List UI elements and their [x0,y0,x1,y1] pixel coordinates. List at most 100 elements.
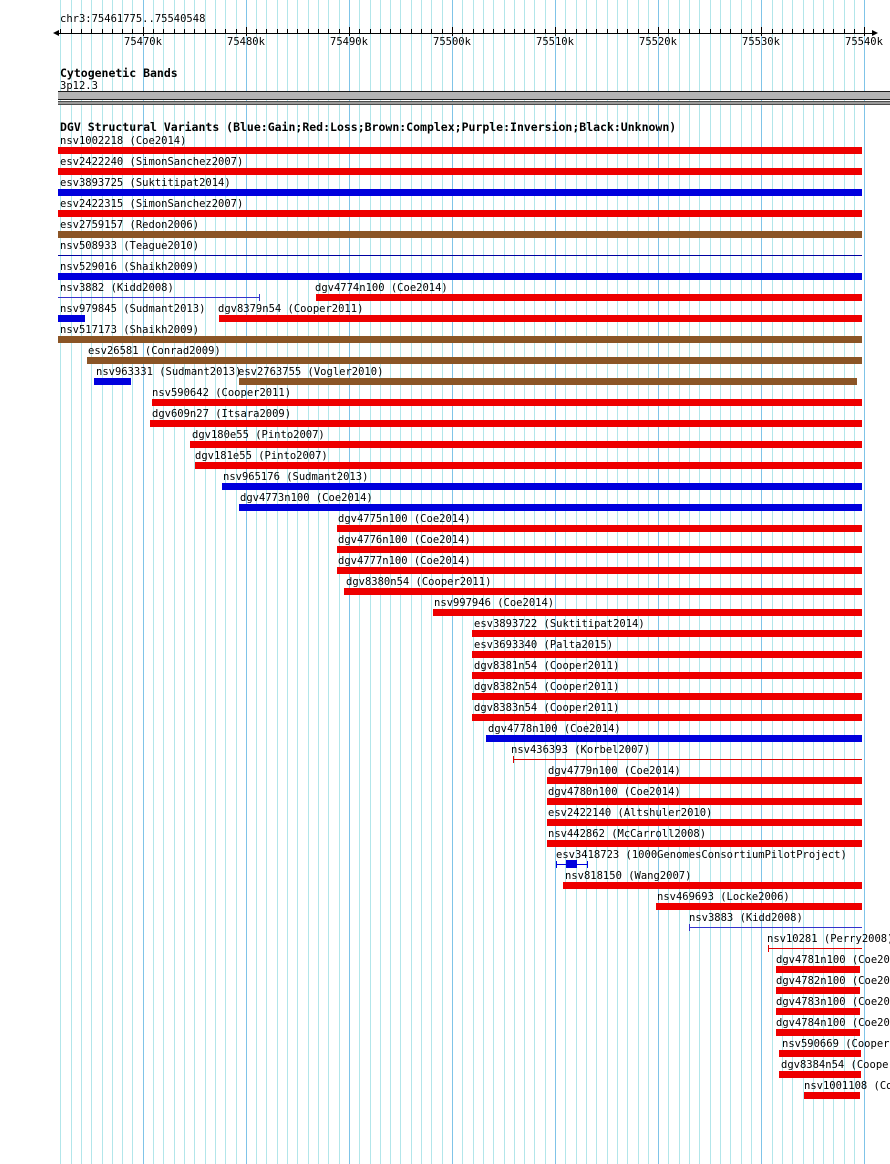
variant-bar[interactable] [58,168,862,175]
variant-bar[interactable] [58,231,862,238]
variant-bar[interactable] [58,336,862,343]
variant-bar[interactable] [195,462,862,469]
variant-label[interactable]: nsv517173 (Shaikh2009) [60,324,200,336]
variant-bar[interactable] [779,1071,861,1078]
variant-bar[interactable] [222,483,862,490]
variant-label[interactable]: esv2763755 (Vogler2010) [238,366,384,378]
variant-label[interactable]: nsv1002218 (Coe2014) [60,135,187,147]
variant-label[interactable]: nsv979845 (Sudmant2013) [60,303,206,315]
variant-label[interactable]: dgv4783n100 (Coe2014) [776,996,890,1008]
variant-label[interactable]: nsv442862 (McCarroll2008) [548,828,707,840]
variant-label[interactable]: dgv4774n100 (Coe2014) [315,282,448,294]
variant-bar[interactable] [58,189,862,196]
variant-label[interactable]: nsv529016 (Shaikh2009) [60,261,200,273]
variant-bar[interactable] [779,1050,861,1057]
variant-bar[interactable] [547,777,862,784]
variant-line[interactable] [689,927,862,928]
variant-label[interactable]: esv2422315 (SimonSanchez2007) [60,198,244,210]
variant-line[interactable] [513,759,862,760]
variant-label[interactable]: dgv8379n54 (Cooper2011) [218,303,364,315]
variant-label[interactable]: nsv469693 (Locke2006) [657,891,790,903]
variant-label[interactable]: dgv8384n54 (Cooper2011) [781,1059,890,1071]
variant-bar[interactable] [472,672,862,679]
variant-bar[interactable] [337,546,862,553]
variant-box[interactable] [566,860,577,868]
variant-label[interactable]: nsv590642 (Cooper2011) [152,387,292,399]
variant-label[interactable]: esv3418723 (1000GenomesConsortiumPilotPr… [556,849,847,861]
variant-label[interactable]: dgv181e55 (Pinto2007) [195,450,328,462]
variant-line[interactable] [58,297,259,298]
variant-label[interactable]: nsv436393 (Korbel2007) [511,744,651,756]
variant-bar[interactable] [656,903,862,910]
cytoband-bar[interactable] [58,91,890,100]
variant-bar[interactable] [239,504,862,511]
variant-bar[interactable] [190,441,862,448]
variant-label[interactable]: nsv818150 (Wang2007) [565,870,692,882]
variant-bar[interactable] [563,882,862,889]
variant-bar[interactable] [344,588,862,595]
variant-label[interactable]: dgv4775n100 (Coe2014) [338,513,471,525]
variant-bar[interactable] [486,735,862,742]
variant-label[interactable]: dgv4773n100 (Coe2014) [240,492,373,504]
variant-label[interactable]: nsv997946 (Coe2014) [434,597,555,609]
variant-bar[interactable] [547,840,862,847]
variant-label[interactable]: dgv4777n100 (Coe2014) [338,555,471,567]
variant-bar[interactable] [776,987,860,994]
variant-bar[interactable] [776,1029,860,1036]
variant-label[interactable]: esv3893722 (Suktitipat2014) [474,618,645,630]
variant-label[interactable]: esv3693340 (Palta2015) [474,639,614,651]
variant-bar[interactable] [337,525,862,532]
variant-bar[interactable] [316,294,862,301]
variant-bar[interactable] [472,693,862,700]
variant-bar[interactable] [547,819,862,826]
variant-bar[interactable] [776,1008,860,1015]
variant-bar[interactable] [472,651,862,658]
variant-bar[interactable] [58,273,862,280]
variant-label[interactable]: dgv4779n100 (Coe2014) [548,765,681,777]
variant-label[interactable]: dgv4776n100 (Coe2014) [338,534,471,546]
variant-bar[interactable] [239,378,857,385]
variant-bar[interactable] [433,609,862,616]
variant-label[interactable]: dgv4780n100 (Coe2014) [548,786,681,798]
variant-line[interactable] [58,255,862,256]
variant-bar[interactable] [337,567,862,574]
variant-label[interactable]: dgv180e55 (Pinto2007) [192,429,325,441]
variant-label[interactable]: nsv965176 (Sudmant2013) [223,471,369,483]
variant-label[interactable]: esv3893725 (Suktitipat2014) [60,177,231,189]
variant-label[interactable]: nsv3883 (Kidd2008) [689,912,803,924]
variant-label[interactable]: dgv8380n54 (Cooper2011) [346,576,492,588]
variant-label[interactable]: esv2422140 (Altshuler2010) [548,807,713,819]
variant-label[interactable]: esv26581 (Conrad2009) [88,345,221,357]
variant-label[interactable]: esv2759157 (Redon2006) [60,219,200,231]
variant-label[interactable]: nsv3882 (Kidd2008) [60,282,174,294]
variant-bar[interactable] [776,966,860,973]
variant-label[interactable]: dgv4778n100 (Coe2014) [488,723,621,735]
variant-label[interactable]: dgv8383n54 (Cooper2011) [474,702,620,714]
variant-label[interactable]: dgv4782n100 (Coe2014) [776,975,890,987]
variant-bar[interactable] [152,399,862,406]
variant-bar[interactable] [547,798,862,805]
variant-bar[interactable] [94,378,131,385]
variant-label[interactable]: nsv10281 (Perry2008) [767,933,890,945]
variant-bar[interactable] [472,714,862,721]
variant-label[interactable]: dgv4781n100 (Coe2014) [776,954,890,966]
variant-label[interactable]: dgv4784n100 (Coe2014) [776,1017,890,1029]
variant-label[interactable]: nsv508933 (Teague2010) [60,240,200,252]
variant-bar[interactable] [472,630,862,637]
variant-label[interactable]: nsv963331 (Sudmant2013) [96,366,242,378]
variant-label[interactable]: esv2422240 (SimonSanchez2007) [60,156,244,168]
variant-label[interactable]: dgv8381n54 (Cooper2011) [474,660,620,672]
variant-bar[interactable] [150,420,862,427]
cytoband-track-title: Cytogenetic Bands [60,66,178,80]
variant-bar[interactable] [58,147,862,154]
variant-label[interactable]: nsv1001108 (Coe2014) [804,1080,890,1092]
variant-bar[interactable] [87,357,862,364]
variant-label[interactable]: nsv590669 (Cooper2011) [782,1038,890,1050]
variant-bar[interactable] [804,1092,860,1099]
variant-line[interactable] [768,948,862,949]
variant-bar[interactable] [58,315,85,322]
variant-bar[interactable] [219,315,862,322]
variant-label[interactable]: dgv8382n54 (Cooper2011) [474,681,620,693]
variant-label[interactable]: dgv609n27 (Itsara2009) [152,408,292,420]
variant-bar[interactable] [58,210,862,217]
